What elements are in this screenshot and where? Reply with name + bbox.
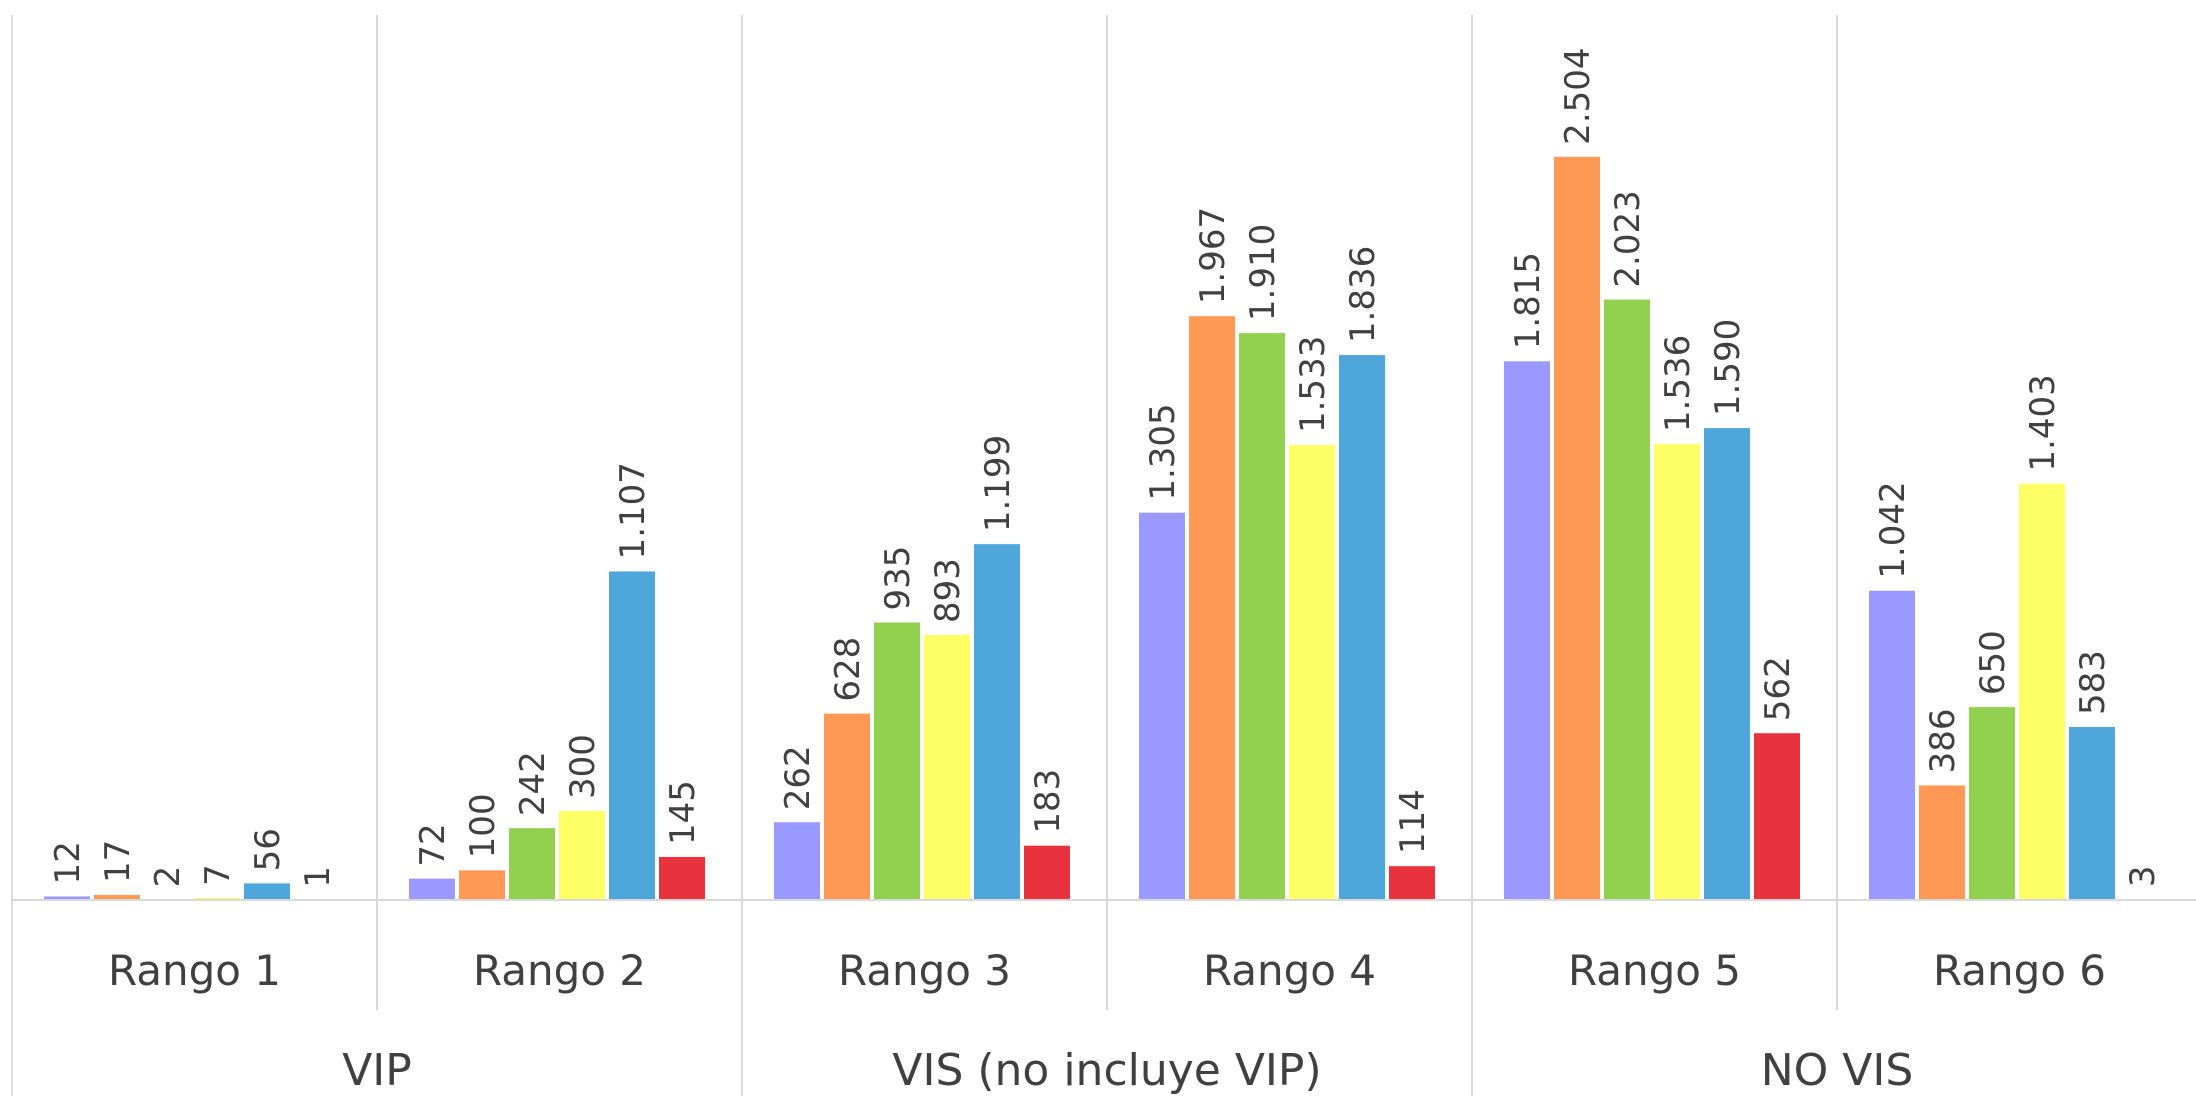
data-label: 1.815 <box>1508 252 1548 349</box>
data-label: 1.590 <box>1708 319 1748 416</box>
bar <box>94 894 140 900</box>
category-label: Rango 3 <box>838 946 1011 995</box>
bar <box>1554 156 1600 900</box>
data-label: 650 <box>1973 630 2013 695</box>
data-label: 2.023 <box>1608 190 1648 287</box>
data-label: 1.305 <box>1143 403 1183 500</box>
bar <box>44 896 90 900</box>
data-label: 1.836 <box>1343 246 1383 343</box>
data-label: 893 <box>928 558 968 623</box>
bar <box>1869 590 1915 900</box>
category-separators <box>11 15 1838 1096</box>
bar <box>659 856 705 900</box>
data-label: 72 <box>413 823 453 866</box>
bar <box>874 622 920 900</box>
bar <box>1024 845 1070 900</box>
bar <box>2019 483 2065 900</box>
data-label: 1.533 <box>1293 336 1333 433</box>
data-label: 935 <box>878 546 918 611</box>
bar <box>824 713 870 900</box>
data-label: 2.504 <box>1558 47 1598 144</box>
bar <box>194 897 240 900</box>
category-label: Rango 6 <box>1933 946 2106 995</box>
bar <box>1389 866 1435 900</box>
data-label: 1.536 <box>1658 335 1698 432</box>
bar <box>409 878 455 900</box>
data-label: 145 <box>663 780 703 845</box>
bar <box>559 810 605 900</box>
bars <box>44 156 2165 901</box>
bar <box>1504 361 1550 901</box>
bar <box>1654 444 1700 900</box>
group-label: VIS (no incluye VIP) <box>892 1045 1321 1096</box>
category-label: Rango 5 <box>1568 946 1741 995</box>
data-label: 1.910 <box>1243 224 1283 321</box>
bar <box>1289 445 1335 900</box>
bar <box>244 883 290 900</box>
bar <box>509 828 555 900</box>
data-label: 583 <box>2073 650 2113 715</box>
bar <box>1704 428 1750 900</box>
data-label: 17 <box>98 840 138 883</box>
data-label: 1.107 <box>613 462 653 559</box>
data-label: 56 <box>248 828 288 871</box>
data-label: 562 <box>1758 656 1798 721</box>
data-label: 2 <box>148 866 188 888</box>
data-label: 1.042 <box>1873 481 1913 578</box>
data-label: 628 <box>828 637 868 702</box>
data-label: 114 <box>1393 789 1433 854</box>
bar <box>1339 355 1385 900</box>
data-label: 386 <box>1923 709 1963 774</box>
data-label: 7 <box>198 864 238 886</box>
group-label: VIP <box>342 1045 412 1096</box>
group-labels: VIP VIS (no incluye VIP) NO VIS <box>342 1045 1913 1096</box>
bar <box>2069 726 2115 900</box>
bar <box>1139 512 1185 900</box>
data-label: 300 <box>563 734 603 799</box>
category-label: Rango 2 <box>473 946 646 995</box>
bar <box>609 571 655 900</box>
group-label: NO VIS <box>1761 1045 1914 1096</box>
bar <box>774 822 820 900</box>
bar <box>1969 707 2015 900</box>
bar <box>1604 299 1650 900</box>
category-label: Rango 4 <box>1203 946 1376 995</box>
value-labels: 12 722621.3051.8151.042171006281.9672.504… <box>48 47 2163 887</box>
data-label: 1.199 <box>978 435 1018 532</box>
bar <box>1189 316 1235 900</box>
data-label: 1 <box>298 866 338 888</box>
bar <box>974 544 1020 900</box>
category-label: Rango 1 <box>108 946 281 995</box>
data-label: 262 <box>778 745 818 810</box>
data-label: 1.967 <box>1193 207 1233 304</box>
bar <box>459 870 505 900</box>
data-label: 183 <box>1028 769 1068 834</box>
bar <box>1919 785 1965 900</box>
data-label: 242 <box>513 751 553 816</box>
data-label: 12 <box>48 841 88 884</box>
bar <box>1754 733 1800 900</box>
data-label: 3 <box>2123 865 2163 887</box>
category-labels: Rango 1 Rango 2 Rango 3 Rango 4 Rango 5 Rango… <box>108 946 2106 995</box>
bar <box>1239 333 1285 900</box>
data-label: 100 <box>463 793 503 858</box>
data-label: 1.403 <box>2023 374 2063 471</box>
bar <box>924 634 970 900</box>
